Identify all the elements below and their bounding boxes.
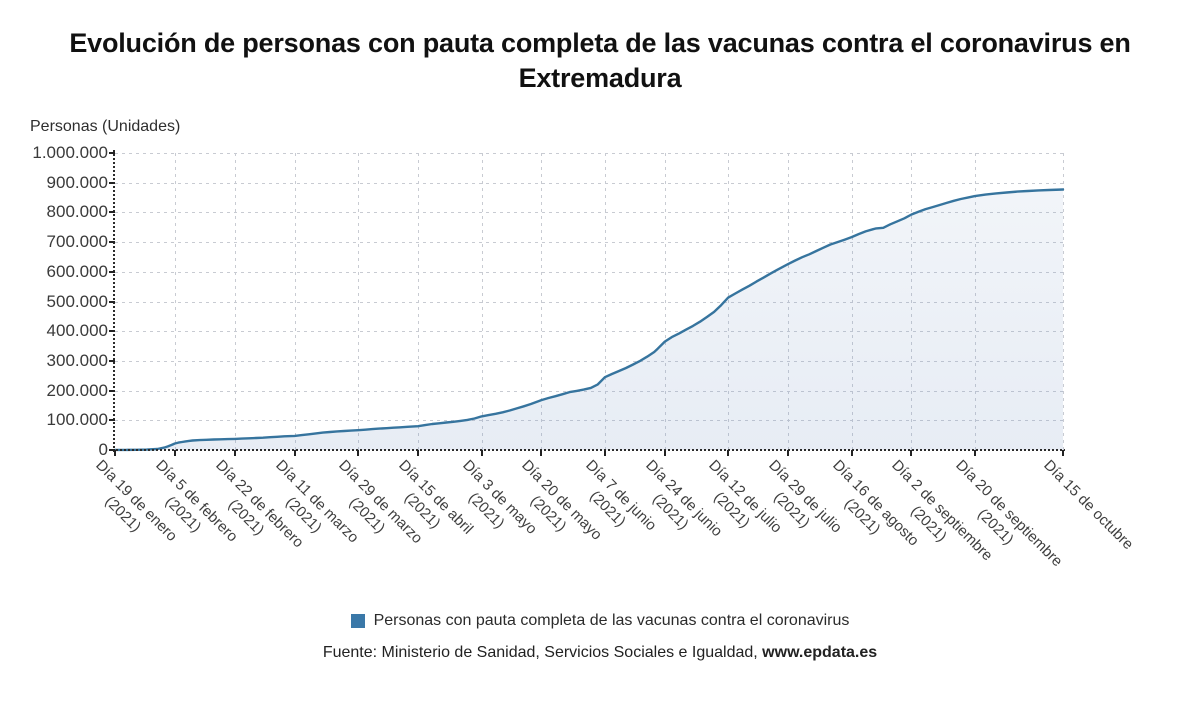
v-gridline — [294, 153, 296, 450]
y-axis-tick — [109, 449, 115, 451]
x-axis-tick — [850, 450, 853, 456]
y-axis-tick — [109, 181, 115, 184]
y-axis-tick-label: 900.000 — [46, 172, 108, 192]
legend: Personas con pauta completa de las vacun… — [0, 612, 1200, 630]
x-axis-tick — [417, 450, 420, 456]
y-axis-tick-label: 400.000 — [46, 321, 108, 341]
y-axis-tick — [109, 330, 115, 333]
h-gridline — [115, 331, 1063, 333]
y-axis-tick — [109, 389, 115, 392]
x-axis-tick — [787, 450, 790, 456]
y-axis-tick-label: 500.000 — [46, 291, 108, 311]
x-axis-tick — [233, 450, 236, 456]
y-axis-tick-label: 0 — [98, 440, 108, 459]
y-axis-tick — [109, 419, 115, 422]
v-gridline — [358, 153, 360, 450]
y-axis-tick-label: 800.000 — [46, 202, 108, 222]
x-axis-tick-label: Día 15 de octubre — [1040, 456, 1138, 554]
y-axis-tick — [109, 211, 115, 214]
source-text: Fuente: Ministerio de Sanidad, Servicios… — [322, 644, 763, 661]
x-axis-tick — [293, 450, 296, 456]
x-axis-line — [112, 449, 1065, 451]
x-axis-tick — [173, 450, 176, 456]
series-area-fill — [115, 189, 1063, 450]
h-gridline — [115, 271, 1063, 273]
source-line: Fuente: Ministerio de Sanidad, Servicios… — [0, 644, 1200, 662]
chart-title: Evolución de personas con pauta completa… — [0, 26, 1200, 96]
y-axis-unit-label: Personas (Unidades) — [30, 118, 181, 135]
v-gridline — [174, 153, 176, 450]
v-gridline — [418, 153, 420, 450]
x-axis-tick — [480, 450, 483, 456]
x-axis-tick — [357, 450, 360, 456]
x-label-date: Día 15 de octubre — [1040, 456, 1137, 554]
y-axis-tick — [109, 270, 115, 273]
x-axis-tick — [910, 450, 913, 456]
series-line — [113, 188, 1065, 452]
h-gridline — [115, 301, 1063, 303]
legend-label: Personas con pauta completa de las vacun… — [373, 612, 850, 629]
y-axis-tick-label: 100.000 — [46, 410, 108, 430]
plot-area — [113, 153, 1065, 452]
y-axis-tick-label: 200.000 — [46, 380, 108, 400]
y-axis-tick-label: 300.000 — [46, 350, 108, 370]
v-gridline — [234, 153, 236, 450]
h-gridline — [115, 360, 1063, 362]
source-site: www.epdata.es — [762, 644, 878, 661]
y-axis-tick — [109, 359, 115, 362]
legend-marker-icon — [350, 614, 365, 628]
x-axis-tick — [603, 450, 606, 456]
y-axis-tick — [109, 152, 115, 154]
h-gridline — [115, 212, 1063, 214]
v-gridline — [664, 153, 666, 450]
y-axis-tick-label: 600.000 — [46, 261, 108, 281]
y-axis-tick-label: 1.000.000 — [32, 143, 108, 162]
y-axis-tick — [109, 241, 115, 244]
v-gridline — [604, 153, 606, 450]
h-gridline — [115, 182, 1063, 184]
chart-title-line2: Extremadura — [518, 63, 682, 93]
v-gridline — [481, 153, 483, 450]
x-axis-tick — [663, 450, 666, 456]
x-axis-tick — [973, 450, 976, 456]
x-axis-tick — [727, 450, 730, 456]
h-gridline — [115, 153, 1063, 154]
chart-title-line1: Evolución de personas con pauta completa… — [69, 28, 1131, 58]
v-gridline — [541, 153, 543, 450]
x-axis-tick — [1062, 450, 1064, 456]
v-gridline — [1063, 153, 1064, 450]
h-gridline — [115, 242, 1063, 244]
area-series-svg — [113, 188, 1065, 452]
y-axis-tick — [109, 300, 115, 303]
x-axis-tick — [540, 450, 543, 456]
y-axis-tick-label: 700.000 — [46, 232, 108, 252]
x-axis-tick — [114, 450, 116, 456]
